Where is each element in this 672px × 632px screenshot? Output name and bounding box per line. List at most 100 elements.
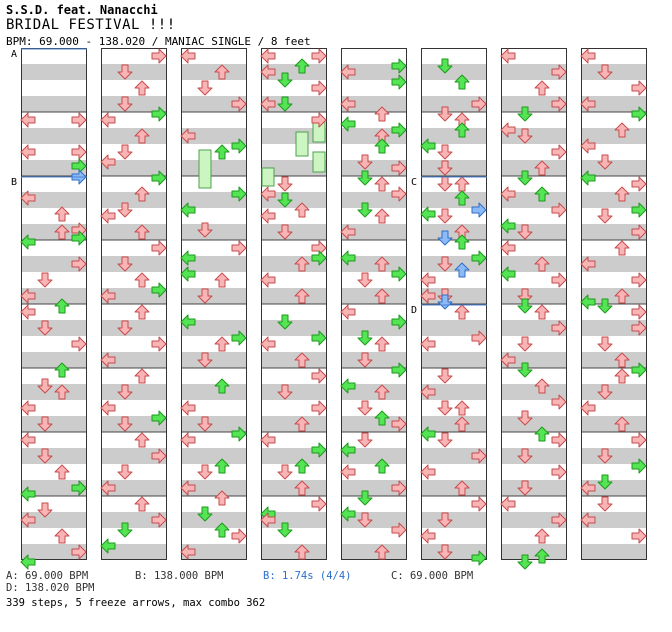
- step-arrow: [534, 304, 550, 320]
- step-arrow: [357, 352, 373, 368]
- step-arrow: [294, 480, 310, 496]
- step-arrow: [357, 170, 373, 186]
- step-arrow: [231, 240, 247, 256]
- step-arrow: [214, 522, 230, 538]
- step-arrow: [597, 496, 613, 512]
- beat-band: [581, 288, 647, 304]
- beat-band: [341, 448, 407, 464]
- beat-band: [261, 96, 327, 112]
- step-arrow: [151, 336, 167, 352]
- step-arrow: [277, 224, 293, 240]
- step-arrow: [100, 400, 116, 416]
- step-arrow: [277, 384, 293, 400]
- column-border: [181, 48, 247, 560]
- step-arrow: [357, 154, 373, 170]
- step-arrow: [231, 528, 247, 544]
- beat-band: [501, 544, 567, 560]
- step-arrow: [580, 512, 596, 528]
- step-arrow: [37, 416, 53, 432]
- beat-band: [101, 384, 167, 400]
- beat-band: [421, 288, 487, 304]
- step-arrow: [340, 442, 356, 458]
- step-arrow: [631, 458, 647, 474]
- beat-band: [21, 224, 87, 240]
- beat-band: [421, 128, 487, 144]
- step-arrow: [294, 58, 310, 74]
- step-arrow: [277, 96, 293, 112]
- beat-band: [341, 416, 407, 432]
- step-arrow: [277, 464, 293, 480]
- step-arrow: [180, 266, 196, 282]
- step-arrow: [37, 448, 53, 464]
- beat-band: [181, 224, 247, 240]
- step-arrow: [197, 506, 213, 522]
- step-arrow: [180, 250, 196, 266]
- step-arrow: [231, 426, 247, 442]
- step-arrow: [580, 48, 596, 64]
- step-arrow: [231, 330, 247, 346]
- step-arrow: [54, 362, 70, 378]
- step-arrow: [391, 362, 407, 378]
- step-arrow: [311, 442, 327, 458]
- beat-band: [101, 256, 167, 272]
- step-arrow: [437, 432, 453, 448]
- step-arrow: [340, 116, 356, 132]
- beat-band: [21, 128, 87, 144]
- step-arrow: [631, 320, 647, 336]
- step-arrow: [117, 64, 133, 80]
- step-arrow: [37, 378, 53, 394]
- beat-band: [101, 64, 167, 80]
- step-arrow: [340, 506, 356, 522]
- beat-band: [501, 256, 567, 272]
- beat-band: [341, 544, 407, 560]
- step-arrow: [471, 96, 487, 112]
- step-arrow: [534, 160, 550, 176]
- marker-c: C: [411, 177, 417, 188]
- step-arrow: [614, 186, 630, 202]
- beat-band: [341, 192, 407, 208]
- step-arrow: [180, 48, 196, 64]
- step-arrow: [580, 96, 596, 112]
- step-arrow: [134, 368, 150, 384]
- column-border: [421, 48, 487, 560]
- beat-band: [101, 544, 167, 560]
- step-arrow: [437, 208, 453, 224]
- beat-band: [21, 256, 87, 272]
- step-arrow: [631, 362, 647, 378]
- beat-band: [421, 64, 487, 80]
- step-arrow: [311, 80, 327, 96]
- step-arrow: [580, 294, 596, 310]
- beat-band: [261, 256, 327, 272]
- beat-band: [341, 96, 407, 112]
- step-arrow: [534, 186, 550, 202]
- chart-column: [501, 48, 567, 560]
- song-title: BRIDAL FESTIVAL !!!: [6, 17, 176, 33]
- beat-band: [21, 448, 87, 464]
- freeze-arrow: [261, 167, 275, 187]
- step-arrow: [20, 400, 36, 416]
- step-arrow: [374, 288, 390, 304]
- beat-band: [421, 224, 487, 240]
- beat-band: [421, 192, 487, 208]
- beat-band: [21, 416, 87, 432]
- step-arrow: [420, 426, 436, 442]
- step-arrow: [117, 416, 133, 432]
- step-arrow: [100, 154, 116, 170]
- beat-band: [21, 192, 87, 208]
- legend-b: B: 138.000 BPM: [135, 570, 224, 582]
- step-arrow: [391, 122, 407, 138]
- beat-band: [21, 384, 87, 400]
- beat-band: [501, 352, 567, 368]
- beat-band: [21, 96, 87, 112]
- beat-band: [501, 384, 567, 400]
- beat-band: [421, 320, 487, 336]
- song-artist: S.S.D. feat. Nanacchi: [6, 3, 158, 17]
- beat-band: [101, 160, 167, 176]
- step-arrow: [340, 64, 356, 80]
- beat-band: [581, 320, 647, 336]
- step-arrow: [517, 298, 533, 314]
- beat-band: [501, 512, 567, 528]
- step-arrow: [437, 230, 453, 246]
- beat-band: [21, 288, 87, 304]
- step-arrow: [20, 486, 36, 502]
